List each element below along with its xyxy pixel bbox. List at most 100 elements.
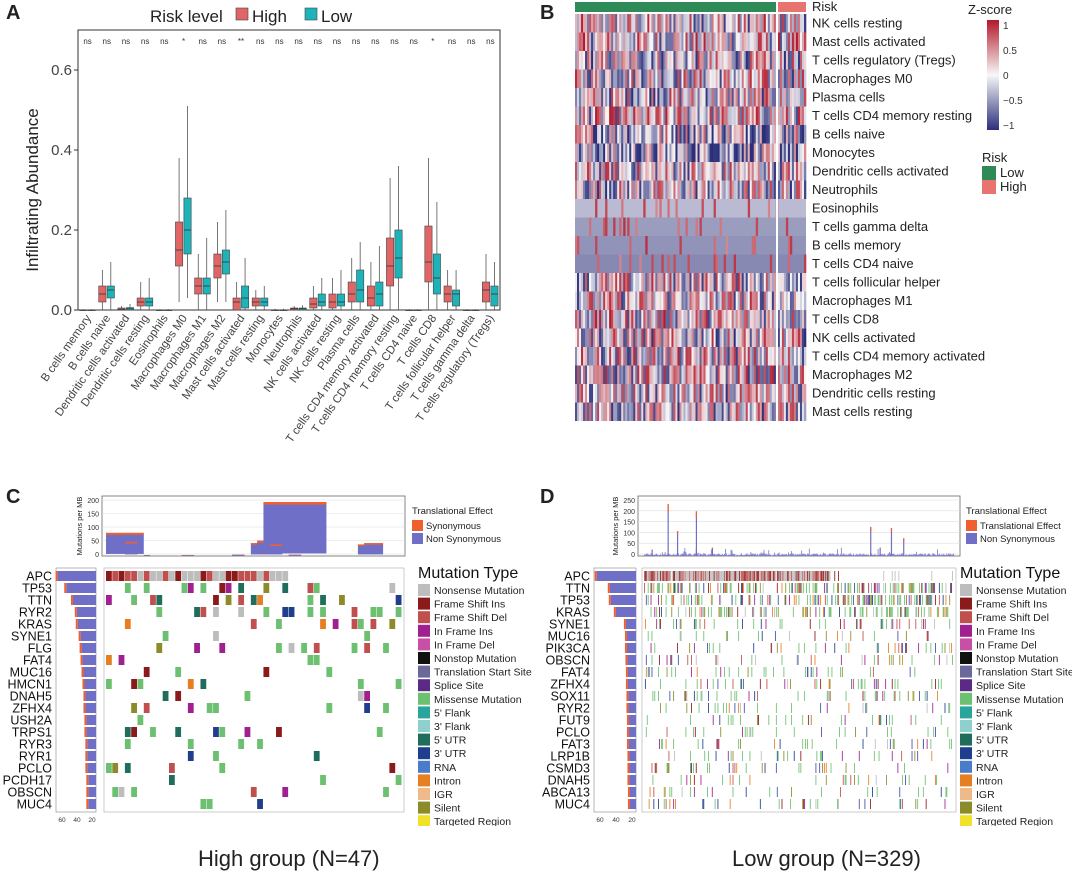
gene-label: CSMD3: [546, 762, 590, 776]
heatmap-cell: [773, 14, 777, 33]
heatmap-cell: [605, 106, 608, 125]
heatmap-cell: [755, 32, 759, 51]
matrix-cell: [722, 571, 724, 581]
matrix-cell: [231, 571, 238, 581]
tmb-bar: [720, 554, 722, 556]
matrix-cell: [829, 691, 831, 701]
matrix-cell: [790, 583, 792, 593]
heatmap-cell: [635, 180, 638, 199]
heatmap-cell: [655, 384, 658, 403]
matrix-cell: [913, 583, 915, 593]
matrix-cell: [720, 571, 722, 581]
heatmap-cell: [593, 310, 596, 329]
heatmap-cell: [647, 88, 650, 107]
heatmap-cell: [801, 273, 805, 292]
tmb-bar: [762, 552, 764, 556]
heatmap-cell: [629, 106, 632, 125]
matrix-cell: [910, 595, 912, 605]
heatmap-cell: [783, 88, 787, 107]
heatmap-cell: [791, 347, 795, 366]
heatmap-cell: [611, 347, 614, 366]
mutation-legend-title: Mutation Type: [418, 565, 518, 582]
heatmap-cell: [739, 106, 743, 125]
heatmap-cell: [663, 14, 666, 33]
gene-label: RYR2: [19, 606, 52, 620]
matrix-cell: [924, 619, 926, 629]
matrix-cell: [945, 607, 947, 617]
heatmap-cell: [765, 106, 769, 125]
matrix-cell: [707, 787, 708, 797]
matrix-cell: [740, 595, 741, 605]
heatmap-cell: [801, 347, 805, 366]
gene-label: MUC4: [555, 798, 590, 812]
gene-pct-bar: [628, 739, 636, 749]
matrix-cell: [856, 619, 857, 629]
box-high: [347, 281, 356, 303]
heatmap-cell: [663, 291, 666, 310]
matrix-cell: [802, 799, 804, 809]
significance-label: ns: [256, 37, 264, 46]
heatmap-cell: [581, 143, 584, 162]
heatmap-cell: [741, 402, 745, 421]
heatmap-cell: [677, 51, 680, 70]
matrix-cell: [671, 595, 673, 605]
heatmap-cell: [767, 14, 771, 33]
matrix-cell: [930, 583, 932, 593]
heatmap-cell: [613, 32, 616, 51]
tmb-bar: [766, 553, 768, 556]
tmb-bar: [654, 554, 656, 556]
matrix-cell: [730, 715, 732, 725]
heatmap-cell: [713, 106, 716, 125]
heatmap-cell: [657, 291, 660, 310]
mutation-legend-label: Silent: [976, 803, 1002, 815]
gene-pct-bar: [57, 571, 96, 581]
heatmap-cell: [749, 162, 753, 181]
heatmap-cell: [661, 384, 664, 403]
heatmap-cell: [633, 69, 636, 88]
heatmap-cell: [641, 291, 644, 310]
heatmap-cell: [643, 365, 646, 384]
matrix-cell: [143, 703, 150, 713]
heatmap-cell: [755, 217, 759, 236]
matrix-cell: [931, 595, 933, 605]
matrix-cell: [864, 799, 866, 809]
gene-pct-bar-syn: [86, 775, 89, 785]
matrix-cell: [650, 607, 652, 617]
heatmap-cell: [799, 125, 803, 144]
heatmap-cell: [765, 291, 769, 310]
heatmap-cell: [579, 32, 582, 51]
heatmap-cell: [687, 291, 690, 310]
heatmap-cell: [787, 236, 791, 255]
tmb-bar: [911, 554, 913, 556]
matrix-cell: [844, 775, 846, 785]
heatmap-cell: [625, 14, 628, 33]
matrix-cell: [731, 607, 733, 617]
heatmap-cell: [731, 162, 734, 181]
heatmap-cell: [677, 69, 680, 88]
matrix-cell: [645, 571, 647, 581]
mutation-legend-label: Nonsense Mutation: [434, 585, 525, 597]
heatmap-cell: [697, 143, 700, 162]
heatmap-cell: [637, 125, 640, 144]
heatmap-cell: [581, 402, 584, 421]
heatmap-cell: [601, 347, 604, 366]
gene-pct-bar-syn: [85, 739, 88, 749]
matrix-cell: [732, 679, 734, 689]
matrix-cell: [732, 763, 734, 773]
matrix-cell: [826, 703, 828, 713]
heatmap-cell: [689, 180, 692, 199]
heatmap-cell: [801, 180, 805, 199]
heatmap-cell: [765, 88, 769, 107]
matrix-cell: [781, 619, 783, 629]
matrix-cell: [901, 583, 903, 593]
heatmap-cell: [695, 291, 698, 310]
heatmap-cell: [627, 402, 630, 421]
heatmap-cell: [583, 402, 586, 421]
heatmap-cell: [597, 125, 600, 144]
heatmap-cell: [739, 347, 743, 366]
heatmap-cell: [615, 106, 618, 125]
matrix-cell: [822, 763, 823, 773]
heatmap-cell: [777, 347, 781, 366]
heatmap-cell: [685, 347, 688, 366]
matrix-cell: [714, 571, 716, 581]
